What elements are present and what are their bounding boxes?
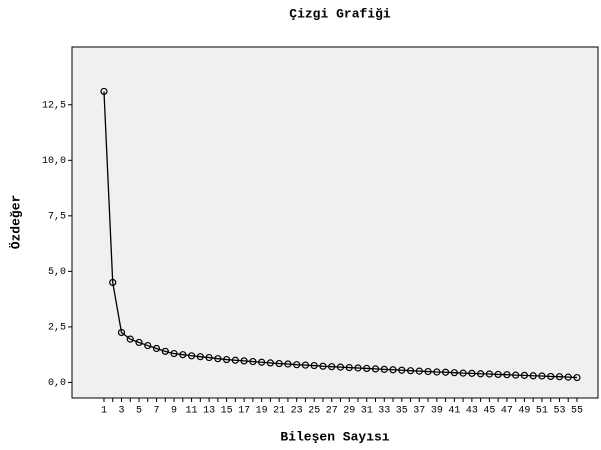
data-point [477, 370, 485, 378]
x-tick-label: 55 [571, 406, 583, 417]
x-tick-label: 43 [466, 406, 478, 417]
data-point [187, 352, 196, 360]
data-point [529, 372, 537, 380]
x-tick-label: 1 [101, 406, 107, 417]
x-tick-label: 11 [186, 406, 198, 417]
x-tick-label: 13 [203, 406, 215, 417]
data-point [573, 373, 581, 382]
data-point [179, 351, 187, 359]
x-tick-label: 15 [221, 406, 233, 417]
data-point [100, 87, 108, 96]
x-tick-label: 37 [413, 406, 425, 417]
x-tick-label: 29 [343, 406, 355, 417]
x-tick-label: 51 [536, 406, 548, 417]
chart-title: Çizgi Grafiği [289, 6, 391, 21]
data-point [310, 361, 318, 370]
data-point [161, 347, 169, 355]
data-point [109, 278, 117, 287]
y-tick-label: 12,5 [42, 100, 66, 111]
data-point [538, 372, 546, 380]
data-point [223, 355, 231, 364]
data-point [258, 358, 266, 366]
data-point [354, 364, 362, 372]
x-tick-label: 7 [154, 406, 160, 417]
data-point [459, 369, 467, 377]
x-tick-label: 21 [273, 406, 285, 417]
y-tick-label: 7,5 [48, 211, 66, 222]
x-tick-label: 25 [308, 406, 320, 417]
y-tick-label: 2,5 [48, 323, 66, 334]
x-tick-label: 33 [378, 406, 390, 417]
data-point [328, 363, 336, 371]
data-point [512, 371, 520, 379]
x-tick-label: 9 [171, 406, 177, 417]
x-tick-label: 3 [118, 406, 124, 417]
x-tick-label: 35 [396, 406, 408, 417]
data-point [389, 366, 397, 374]
data-point [398, 366, 406, 374]
data-point [371, 365, 380, 373]
data-point [485, 370, 493, 378]
x-tick-label: 31 [361, 406, 373, 417]
x-tick-label: 47 [501, 406, 513, 417]
y-tick-label: 5,0 [48, 267, 66, 278]
data-point [135, 338, 143, 347]
data-point [266, 359, 274, 367]
data-point [363, 364, 371, 373]
data-point [468, 369, 476, 377]
y-axis-label: Özdeğer [7, 195, 23, 250]
y-tick-label: 10,0 [42, 156, 66, 167]
data-point [450, 369, 458, 377]
data-point [231, 356, 239, 364]
plot-area [71, 46, 599, 399]
x-tick-label: 23 [291, 406, 303, 417]
series-line [103, 91, 578, 379]
data-point [275, 359, 283, 368]
data-point [520, 371, 529, 379]
data-point [380, 365, 388, 373]
data-point [126, 335, 134, 343]
data-point [152, 344, 161, 353]
data-point [301, 361, 310, 369]
data-point [555, 373, 564, 381]
x-tick-label: 49 [518, 406, 530, 417]
data-point [503, 371, 511, 379]
x-tick-label: 5 [136, 406, 142, 417]
data-point [214, 355, 222, 363]
data-point [433, 368, 441, 376]
x-tick-label: 19 [256, 406, 268, 417]
data-point [240, 357, 248, 365]
data-point [406, 367, 415, 375]
data-point [284, 360, 292, 368]
data-point [547, 372, 555, 381]
data-point [441, 368, 450, 376]
data-point [205, 353, 213, 362]
x-tick-label: 27 [326, 406, 338, 417]
data-point [117, 328, 126, 337]
data-point [336, 363, 345, 371]
x-tick-label: 39 [431, 406, 443, 417]
x-tick-label: 41 [448, 406, 460, 417]
y-tick-label: 0,0 [48, 378, 66, 389]
x-tick-label: 45 [483, 406, 495, 417]
data-point [144, 341, 152, 350]
data-point [170, 349, 178, 358]
data-point [319, 362, 327, 370]
data-point [564, 373, 572, 381]
data-point [424, 367, 432, 376]
x-axis-label: Bileşen Sayısı [280, 429, 389, 444]
data-point [249, 357, 257, 366]
data-point [494, 370, 502, 379]
data-point [196, 353, 204, 361]
x-tick-label: 17 [238, 406, 250, 417]
data-point [293, 361, 301, 369]
data-point [345, 363, 353, 372]
x-tick-label: 53 [553, 406, 565, 417]
data-point [415, 367, 423, 375]
